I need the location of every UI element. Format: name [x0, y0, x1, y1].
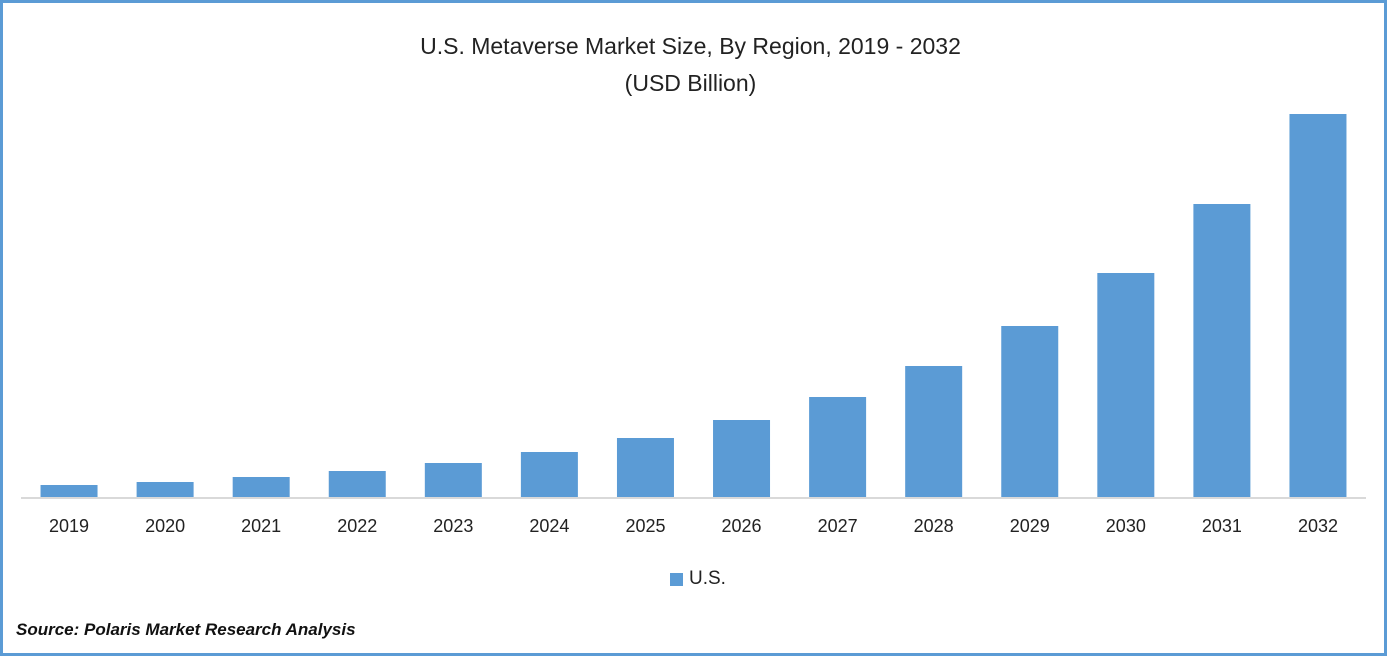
bar-2026: [713, 420, 771, 497]
bar-2020: [136, 482, 194, 497]
x-tick-label: 2021: [241, 516, 281, 536]
legend-label: U.S.: [689, 568, 726, 589]
chart-title: U.S. Metaverse Market Size, By Region, 2…: [420, 33, 961, 59]
x-tick-label: 2025: [625, 516, 665, 536]
legend: U.S.: [670, 568, 726, 590]
bar-2031: [1193, 204, 1251, 497]
bar-2032: [1289, 114, 1347, 497]
x-tick-label: 2031: [1202, 516, 1242, 536]
bar-2021: [232, 477, 290, 497]
x-tick-label: 2023: [433, 516, 473, 536]
source-note: Source: Polaris Market Research Analysis: [16, 620, 356, 639]
x-tick-label: 2029: [1010, 516, 1050, 536]
legend-swatch: [670, 572, 683, 586]
x-tick-label: 2028: [914, 516, 954, 536]
x-tick-label: 2019: [49, 516, 89, 536]
x-tick-label: 2032: [1298, 516, 1338, 536]
bar-2019: [40, 485, 98, 497]
chart-subtitle: (USD Billion): [624, 70, 757, 96]
x-tick-label: 2020: [145, 516, 185, 536]
bar-2023: [424, 463, 482, 497]
x-tick-label: 2024: [529, 516, 569, 536]
x-tick-label: 2026: [722, 516, 762, 536]
bar-2030: [1097, 273, 1155, 497]
x-tick-label: 2027: [818, 516, 858, 536]
bar-2028: [905, 366, 963, 497]
bar-2022: [328, 471, 386, 497]
x-tick-label: 2030: [1106, 516, 1146, 536]
bar-2025: [616, 438, 674, 497]
bar-2029: [1001, 326, 1059, 497]
bar-2027: [809, 397, 867, 497]
x-tick-label: 2022: [337, 516, 377, 536]
bar-2024: [520, 452, 578, 497]
